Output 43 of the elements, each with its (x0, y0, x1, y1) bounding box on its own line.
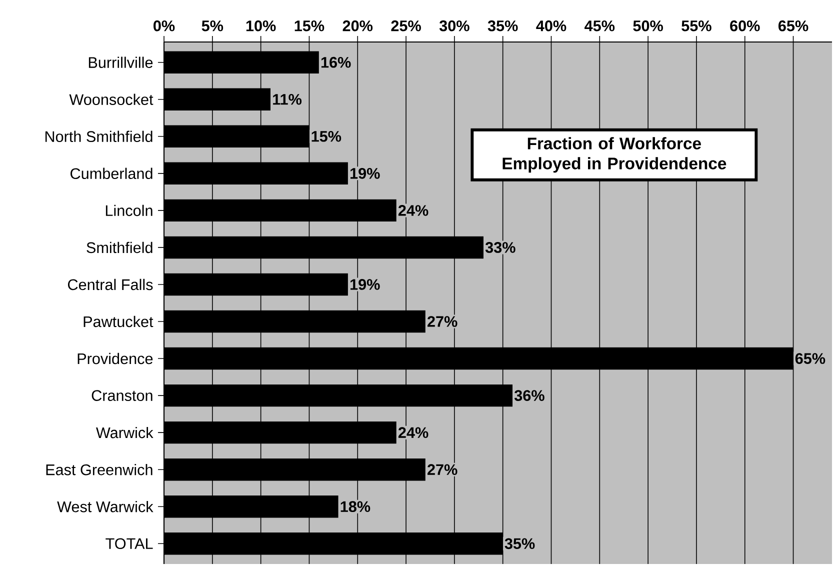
y-tick-label: Cumberland (70, 168, 152, 180)
x-tick-label: 50% (633, 20, 663, 32)
x-tick-label: 40% (536, 20, 566, 32)
x-tick-label: 45% (584, 20, 615, 32)
data-label: 24% (398, 427, 428, 438)
data-label: 35% (504, 538, 535, 550)
y-tick-label: Warwick (96, 426, 154, 438)
x-tick-label: 25% (391, 20, 421, 32)
y-tick-label: East Greenwich (46, 464, 152, 476)
y-tick-label: TOTAL (106, 538, 153, 550)
data-label: 27% (428, 464, 458, 476)
y-tick-label: Lincoln (106, 204, 152, 216)
x-tick-label: 60% (730, 20, 760, 32)
text: Fraction of Workforce Employed in Providendence (502, 137, 726, 173)
x-tick-label: 15% (294, 20, 324, 32)
y-tick-label: Pawtucket (84, 316, 154, 328)
data-label: 15% (312, 130, 342, 142)
data-label: 33% (485, 242, 516, 253)
x-tick-label: 65% (778, 20, 808, 32)
y-tick-label: Woonsocket (69, 94, 154, 106)
data-label: 16% (321, 56, 351, 68)
x-tick-label: 10% (246, 20, 276, 32)
data-label: 19% (350, 279, 380, 290)
y-tick-label: Smithfield (86, 242, 152, 254)
y-tick-label: North Smithfield (45, 130, 152, 142)
x-tick-label: 30% (439, 20, 470, 32)
data-label: 24% (398, 205, 428, 216)
data-label: 19% (350, 168, 380, 179)
y-tick-label: Burrillville (88, 56, 153, 68)
data-label: 11% (273, 94, 302, 105)
x-tick-label: 55% (682, 20, 712, 32)
y-tick-label: Cranston (92, 390, 152, 401)
y-tick-label: West Warwick (57, 500, 154, 512)
x-tick-label: 35% (488, 20, 518, 32)
y-tick-label: Providence (78, 352, 153, 364)
data-label: 18% (340, 501, 370, 512)
data-label: 65% (795, 353, 826, 364)
x-tick-label: 0% (154, 20, 175, 32)
x-tick-label: 20% (342, 20, 373, 32)
data-label: 36% (514, 390, 544, 401)
data-label: 27% (428, 316, 458, 327)
y-tick-label: Central Falls (68, 278, 153, 290)
x-tick-label: 5% (202, 20, 224, 32)
